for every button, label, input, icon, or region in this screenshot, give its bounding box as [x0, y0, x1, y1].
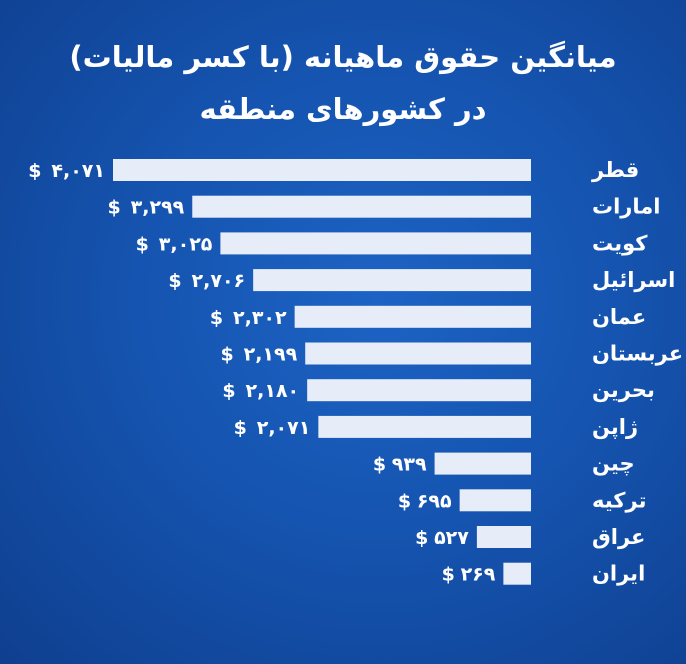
category-label: ژاپن: [592, 415, 638, 439]
bar: [434, 452, 531, 475]
category-label: عمان: [592, 305, 646, 329]
category-label: ایران: [592, 562, 645, 586]
bar: [253, 269, 531, 292]
category-label: اسرائیل: [592, 268, 675, 292]
currency-symbol: $: [210, 307, 223, 329]
value-label: ۶۹۵: [417, 490, 452, 512]
bar: [220, 232, 531, 255]
value-label: ۲,۱۸۰: [246, 380, 300, 402]
bar: [294, 305, 531, 328]
category-label: امارات: [592, 195, 660, 219]
currency-symbol: $: [373, 454, 386, 476]
category-label: بحرین: [592, 378, 655, 402]
currency-symbol: $: [136, 233, 149, 255]
bar: [476, 526, 531, 548]
value-label: ۹۳۹: [392, 454, 427, 476]
value-label: ۴,۰۷۱: [51, 160, 105, 182]
bar: [307, 379, 531, 402]
chart-title-line2: در کشورهای منطقه: [199, 92, 487, 126]
category-label: عراق: [592, 525, 645, 549]
category-label: ترکیه: [592, 488, 646, 512]
currency-symbol: $: [220, 344, 233, 366]
currency-symbol: $: [442, 564, 455, 586]
currency-symbol: $: [108, 197, 121, 219]
chart-title-line1: میانگین حقوق ماهیانه (با کسر مالیات): [69, 40, 617, 74]
bar: [305, 342, 531, 365]
currency-symbol: $: [415, 527, 428, 549]
bar: [192, 195, 531, 218]
bar: [318, 415, 531, 438]
bar: [113, 159, 531, 181]
value-label: ۲,۰۷۱: [257, 417, 311, 439]
value-label: ۲,۳۰۲: [233, 307, 287, 329]
value-label: ۵۲۷: [434, 527, 469, 549]
category-label: چین: [592, 452, 635, 476]
bar: [459, 489, 531, 512]
category-label: عربستان: [592, 342, 683, 366]
category-label: قطر: [591, 158, 639, 182]
value-label: ۲,۷۰۶: [192, 270, 246, 292]
value-label: ۲,۱۹۹: [244, 344, 298, 366]
value-label: ۳,۲۹۹: [131, 197, 185, 219]
bar: [503, 562, 531, 585]
currency-symbol: $: [168, 270, 181, 292]
currency-symbol: $: [222, 380, 235, 402]
currency-symbol: $: [28, 160, 41, 182]
value-label: ۳,۰۲۵: [159, 233, 213, 255]
category-label: کویت: [592, 231, 648, 255]
currency-symbol: $: [234, 417, 247, 439]
currency-symbol: $: [398, 490, 411, 512]
value-label: ۲۶۹: [461, 564, 496, 586]
